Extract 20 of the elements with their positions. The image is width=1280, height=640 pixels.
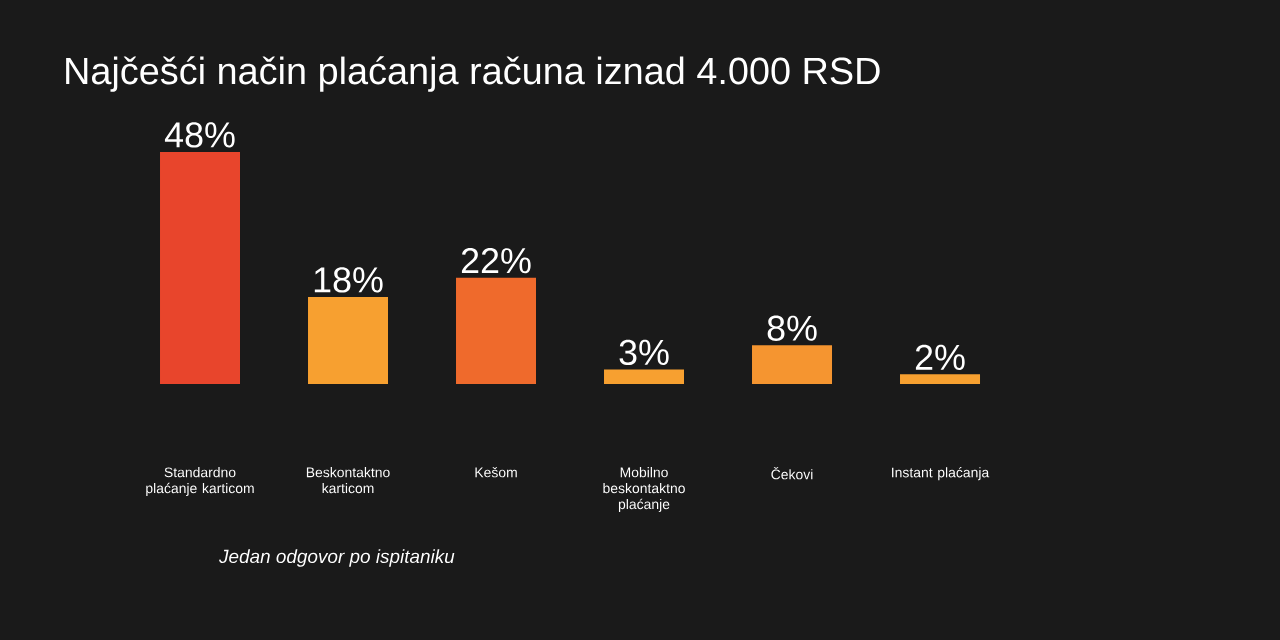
x-tick-label: Mobilno beskontaktno plaćanje: [603, 467, 685, 512]
data-label: 3%: [619, 339, 669, 366]
x-tick-label: Instant plaćanja: [892, 467, 990, 481]
x-tick-label: Čekovi: [771, 467, 813, 480]
bar: [308, 297, 389, 384]
text: Jedan odgovor po ispitaniku: [219, 549, 455, 567]
bar: [752, 345, 833, 384]
bar: [160, 152, 241, 384]
bar: [604, 369, 685, 384]
data-label: 22%: [461, 247, 531, 274]
data-label: 2%: [915, 344, 965, 370]
x-tick-label: Kešom: [475, 467, 517, 478]
bar: [900, 374, 981, 384]
chart-title: Najčešći način plaćanja računa iznad 4.000 RSD: [66, 56, 880, 92]
data-label: 8%: [767, 315, 817, 341]
x-tick-label: Standardno plaćanje karticom: [146, 467, 254, 496]
bar: [456, 277, 537, 384]
data-label: 18%: [314, 267, 383, 293]
data-label: 48%: [164, 122, 235, 148]
x-tick-label: Beskontaktno karticom: [306, 467, 390, 494]
